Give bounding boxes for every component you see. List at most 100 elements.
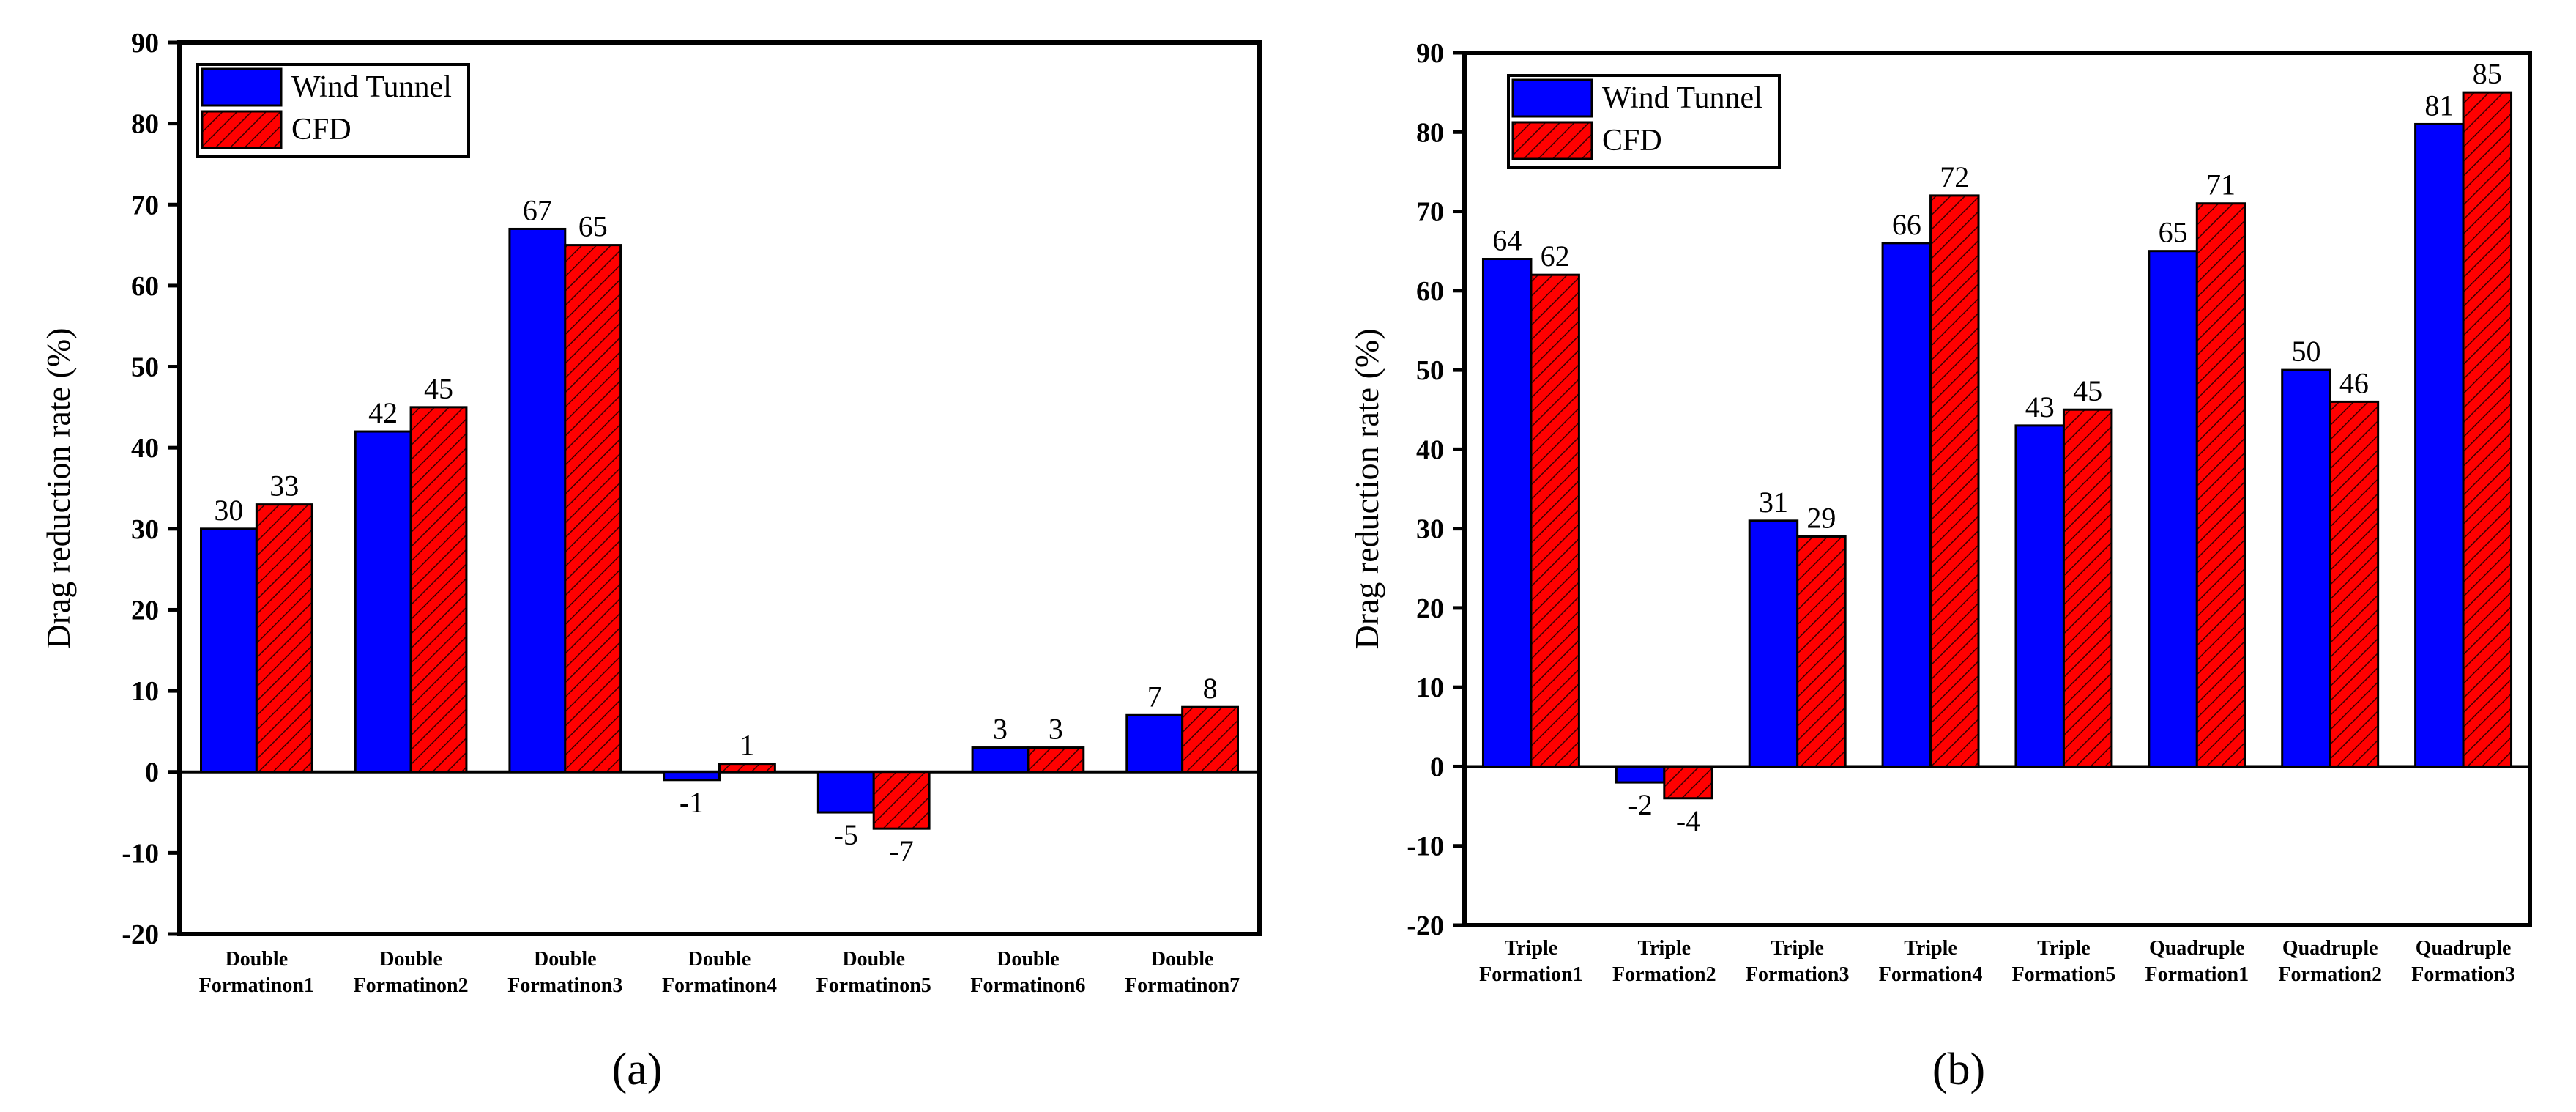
chart-a-y-tick-label: 0 xyxy=(145,757,159,788)
chart-a-bar-cfd xyxy=(564,244,622,774)
chart-a-category-label: Double Formatinon3 xyxy=(507,948,622,997)
chart-b-y-tick-label: -10 xyxy=(1407,831,1444,862)
chart-b-data-label: 72 xyxy=(1940,160,1969,193)
chart-b-bar-cfd xyxy=(2462,91,2513,768)
chart-b-y-tick-label: 80 xyxy=(1416,117,1444,148)
chart-b-y-tick-label: 20 xyxy=(1416,593,1444,624)
chart-b: -20 -10 0 10 20 30 40 50 60 70 80 90 Drag reduction … xyxy=(1348,38,2532,1094)
chart-a-y-tick-label: -20 xyxy=(122,919,159,950)
chart-b-bar-wind-tunnel xyxy=(1881,242,1932,768)
chart-a-category-label: Double Formatinon1 xyxy=(199,948,314,997)
chart-b-bar-wind-tunnel xyxy=(1615,765,1666,784)
chart-a-bar-wind-tunnel xyxy=(1125,713,1184,774)
chart-b-data-label: 85 xyxy=(2473,57,2502,90)
chart-a-category-label: Double Formatinon2 xyxy=(354,948,469,997)
chart-a-bar-wind-tunnel xyxy=(200,527,258,774)
chart-a-bar-wind-tunnel xyxy=(354,430,412,774)
chart-a-bar-cfd xyxy=(1181,705,1239,774)
chart-b-bar-wind-tunnel xyxy=(1481,258,1533,768)
chart-b-bar-cfd xyxy=(2329,400,2380,768)
chart-b-bar-cfd xyxy=(2195,202,2246,768)
chart-a-legend-label: CFD xyxy=(291,113,351,147)
chart-b-y-tick-label: 0 xyxy=(1430,752,1444,782)
chart-b-y-tick-label: 30 xyxy=(1416,514,1444,545)
chart-a-category-label: Double Formatinon4 xyxy=(662,948,777,997)
chart-a-panel-label: (a) xyxy=(612,1045,663,1094)
chart-a-category-label: Double Formatinon6 xyxy=(970,948,1085,997)
chart-a-bar-cfd xyxy=(255,503,313,774)
chart-a-data-label: 3 xyxy=(1049,713,1063,746)
chart-a-bar-cfd xyxy=(872,771,931,830)
chart-b-data-label: 31 xyxy=(1759,486,1788,519)
chart-a-bar-wind-tunnel xyxy=(816,771,875,814)
chart-b-panel-label: (b) xyxy=(1932,1045,1985,1094)
chart-a-y-tick-label: 30 xyxy=(131,514,159,545)
chart-b-y-tick-label: 40 xyxy=(1416,434,1444,465)
chart-b-data-label: -4 xyxy=(1676,804,1700,837)
chart-b-data-label: 46 xyxy=(2339,366,2369,399)
chart-b-y-axis-label: Drag reduction rate (%) xyxy=(1348,328,1385,649)
chart-b-category-label: Quadruple Formation3 xyxy=(2411,937,2515,986)
chart-a-data-label: 67 xyxy=(523,193,552,226)
chart-b-category-label: Triple Formation4 xyxy=(1879,937,1983,986)
chart-b-data-label: 45 xyxy=(2073,374,2102,407)
chart-b-bar-cfd xyxy=(1796,535,1847,768)
chart-b-data-label: 43 xyxy=(2025,390,2055,423)
chart-a-y-tick-label: 50 xyxy=(131,352,159,383)
chart-a-y-tick-label: 70 xyxy=(131,190,159,220)
chart-a-data-label: 42 xyxy=(368,396,398,429)
chart-a-category-label: Double Formatinon5 xyxy=(816,948,931,997)
chart-b-category-label: Triple Formation3 xyxy=(1746,937,1850,986)
chart-b-data-label: 29 xyxy=(1806,501,1836,534)
chart-b-category-label: Triple Formation5 xyxy=(2012,937,2116,986)
chart-b-bar-cfd xyxy=(2062,408,2113,768)
chart-a-data-label: 3 xyxy=(993,713,1008,746)
chart-b-legend-label: Wind Tunnel xyxy=(1602,81,1762,115)
chart-b-data-label: 65 xyxy=(2159,216,2188,249)
chart-b-bar-cfd xyxy=(1929,194,1980,768)
chart-b-legend-swatch xyxy=(1511,121,1593,160)
chart-a-bar-wind-tunnel xyxy=(508,227,567,774)
chart-a-y-tick-label: 40 xyxy=(131,433,159,464)
chart-a-plot-frame xyxy=(177,40,1262,936)
chart-b-bar-wind-tunnel xyxy=(2014,424,2065,768)
chart-b-data-label: 81 xyxy=(2424,89,2454,122)
chart-a: -20 -10 0 10 20 30 40 50 60 70 80 90 Drag reduction … xyxy=(40,28,1262,1094)
chart-a-bar-wind-tunnel xyxy=(971,746,1030,774)
chart-a-y-tick-label: 90 xyxy=(131,28,159,59)
chart-a-data-label: 33 xyxy=(269,470,299,503)
chart-a-category-label: Double Formatinon7 xyxy=(1125,948,1240,997)
chart-b-data-label: 71 xyxy=(2206,168,2236,201)
chart-a-y-tick-label: 20 xyxy=(131,595,159,626)
chart-a-legend-swatch xyxy=(201,110,283,149)
chart-b-category-label: Triple Formation1 xyxy=(1479,937,1583,986)
chart-a-data-label: -1 xyxy=(680,786,704,819)
chart-b-data-label: 62 xyxy=(1541,240,1570,273)
chart-a-data-label: -5 xyxy=(834,818,858,851)
chart-b-legend-swatch xyxy=(1511,78,1593,118)
chart-b-data-label: 66 xyxy=(1892,208,1921,241)
chart-b-y-tick-label: 50 xyxy=(1416,355,1444,386)
chart-a-bar-cfd xyxy=(409,406,468,774)
chart-a-data-label: 8 xyxy=(1203,672,1218,705)
chart-b-plot-frame xyxy=(1462,51,2532,927)
chart-b-y-tick-label: 90 xyxy=(1416,38,1444,69)
chart-b-y-tick-label: 60 xyxy=(1416,276,1444,307)
chart-b-data-label: 50 xyxy=(2291,335,2320,368)
chart-a-data-label: 1 xyxy=(740,729,754,762)
chart-b-bar-cfd xyxy=(1663,765,1713,800)
chart-b-bar-cfd xyxy=(1530,273,1580,768)
chart-a-bar-cfd xyxy=(1027,746,1085,774)
chart-a-bar-cfd xyxy=(718,763,776,774)
chart-b-bar-wind-tunnel xyxy=(2281,368,2331,768)
chart-a-data-label: 7 xyxy=(1147,680,1162,713)
chart-b-y-tick-label: -20 xyxy=(1407,911,1444,941)
chart-a-data-label: 65 xyxy=(578,210,608,243)
chart-b-category-label: Quadruple Formation1 xyxy=(2145,937,2249,986)
chart-a-y-tick-label: 80 xyxy=(131,109,159,140)
chart-b-bar-wind-tunnel xyxy=(2414,122,2465,768)
chart-a-data-label: -7 xyxy=(889,834,913,867)
chart-b-data-label: -2 xyxy=(1628,788,1652,821)
chart-b-bar-wind-tunnel xyxy=(1748,519,1799,768)
